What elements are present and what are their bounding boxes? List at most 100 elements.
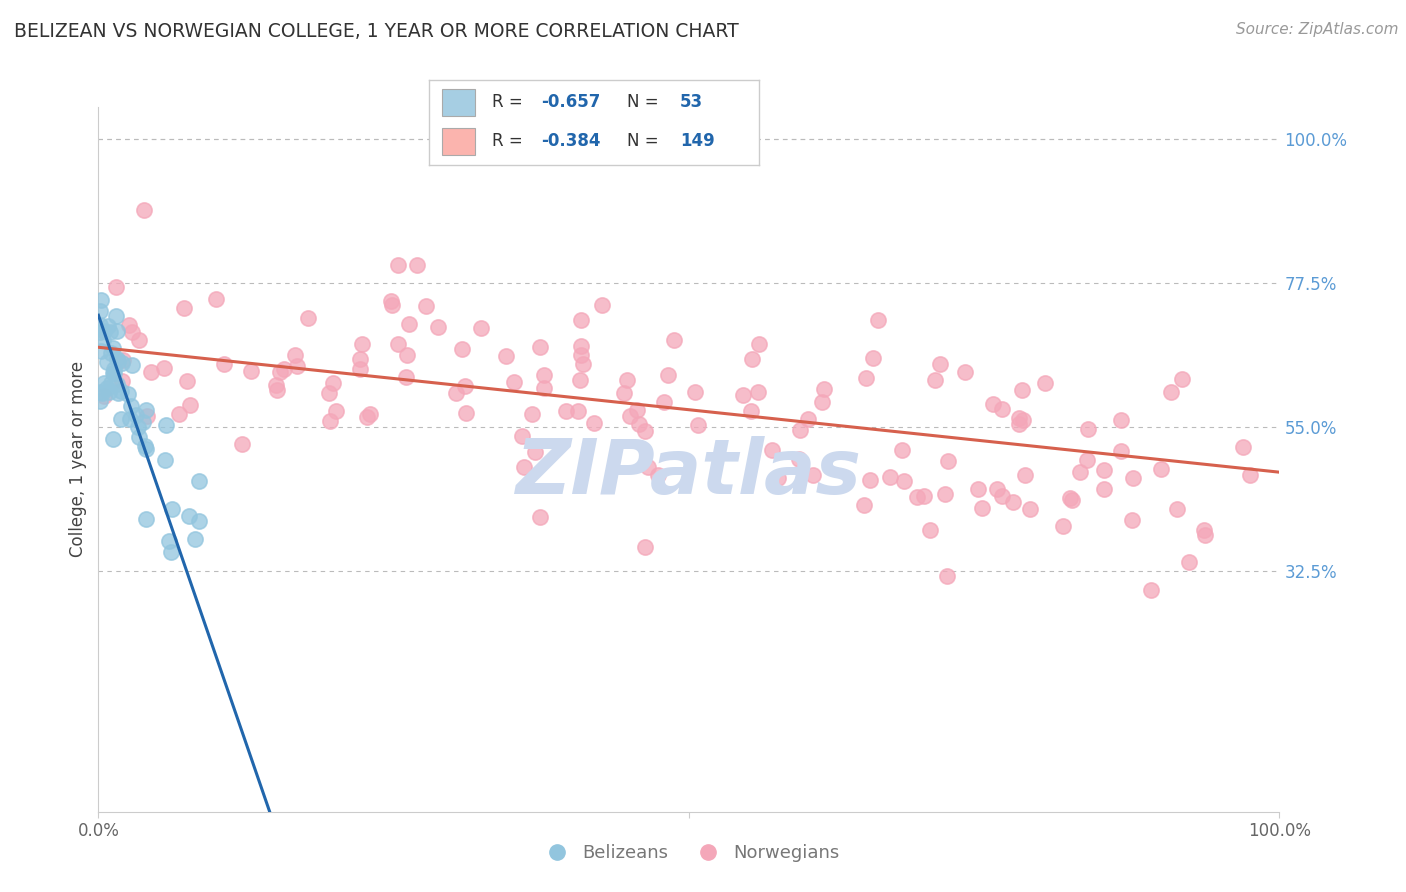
Point — [100, 376, 122, 391]
Point — [105, 377, 128, 392]
Point — [356, 409, 378, 424]
Point — [529, 340, 551, 354]
Point — [381, 298, 404, 312]
Point — [554, 404, 576, 418]
Point — [685, 384, 707, 399]
Text: N =: N = — [627, 132, 664, 150]
Point — [205, 293, 228, 307]
Point — [891, 443, 914, 458]
Point — [273, 361, 295, 376]
Point — [789, 423, 811, 437]
Point — [160, 545, 183, 559]
Point — [155, 418, 177, 433]
Point — [533, 381, 555, 395]
Point — [934, 487, 956, 501]
Point — [188, 514, 211, 528]
Point — [613, 385, 636, 400]
Point — [107, 353, 129, 368]
Point — [747, 384, 769, 399]
Point — [626, 403, 648, 417]
Point — [529, 510, 551, 524]
Point — [111, 356, 134, 370]
Point — [1076, 453, 1098, 467]
Point — [387, 258, 409, 272]
Point — [935, 569, 957, 583]
Y-axis label: College, 1 year or more: College, 1 year or more — [69, 361, 87, 558]
Point — [520, 407, 543, 421]
Point — [98, 385, 121, 400]
Text: Source: ZipAtlas.com: Source: ZipAtlas.com — [1236, 22, 1399, 37]
Text: ZIPatlas: ZIPatlas — [516, 436, 862, 510]
Point — [121, 359, 143, 373]
Point — [118, 318, 141, 333]
Point — [657, 368, 679, 382]
Point — [454, 406, 477, 420]
Point — [1092, 482, 1115, 496]
Point — [100, 346, 122, 360]
Point — [1122, 471, 1144, 485]
Point — [582, 417, 605, 431]
Point — [1150, 462, 1173, 476]
Point — [97, 319, 120, 334]
Point — [128, 429, 150, 443]
Point — [1011, 413, 1033, 427]
Point — [105, 280, 128, 294]
Point — [187, 475, 209, 489]
Point — [1121, 513, 1143, 527]
Point — [513, 459, 536, 474]
Point — [1059, 491, 1081, 506]
Point — [811, 394, 834, 409]
Point — [637, 460, 659, 475]
Point — [568, 373, 591, 387]
Point — [107, 386, 129, 401]
Point — [98, 325, 121, 339]
Point — [879, 470, 901, 484]
Point — [1008, 411, 1031, 425]
Point — [567, 404, 589, 418]
Point — [89, 318, 111, 333]
Point — [918, 523, 941, 537]
Point — [1194, 528, 1216, 542]
Point — [105, 324, 128, 338]
Point — [349, 362, 371, 376]
Bar — [441, 89, 475, 116]
Point — [179, 398, 201, 412]
Point — [132, 415, 155, 429]
Text: N =: N = — [627, 94, 664, 112]
Point — [121, 325, 143, 339]
Point — [89, 304, 111, 318]
Point — [936, 454, 959, 468]
Point — [853, 498, 876, 512]
Point — [173, 301, 195, 315]
Point — [688, 417, 710, 432]
Point — [322, 376, 344, 390]
Point — [264, 378, 287, 392]
Point — [325, 404, 347, 418]
Point — [136, 409, 159, 424]
Point — [1177, 555, 1199, 569]
Point — [787, 452, 810, 467]
Point — [90, 344, 112, 359]
Point — [111, 374, 134, 388]
Point — [103, 362, 125, 376]
Point — [761, 443, 783, 458]
Point — [105, 352, 128, 367]
Point — [647, 468, 669, 483]
Point — [634, 424, 657, 438]
Point — [855, 371, 877, 385]
Point — [866, 313, 889, 327]
Point — [128, 333, 150, 347]
Point — [571, 313, 593, 327]
Point — [569, 347, 592, 361]
Point — [813, 383, 835, 397]
Point — [167, 408, 190, 422]
Point — [893, 474, 915, 488]
Point — [395, 348, 418, 362]
Point — [1092, 463, 1115, 477]
Point — [664, 333, 686, 347]
Point — [117, 387, 139, 401]
Point — [912, 490, 935, 504]
Point — [90, 293, 112, 308]
Point — [1011, 383, 1033, 397]
Point — [266, 383, 288, 397]
